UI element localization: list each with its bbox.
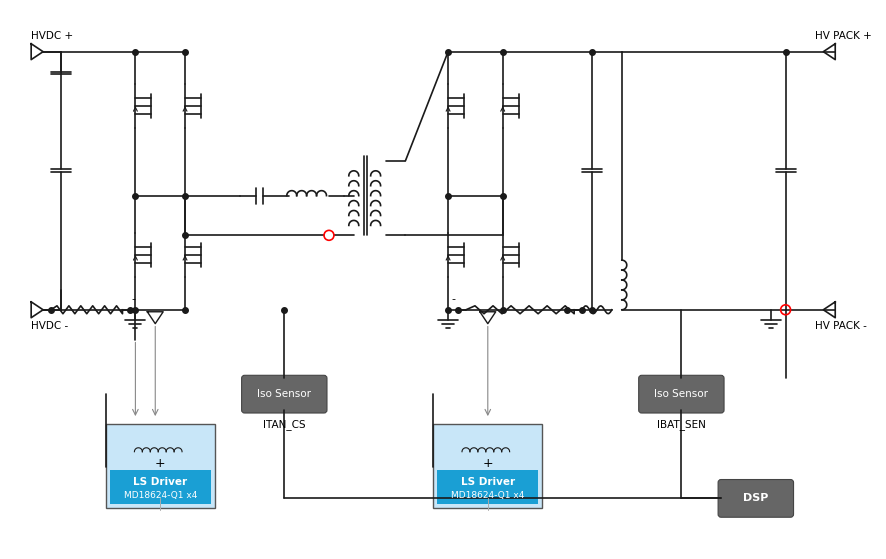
Text: LS Driver: LS Driver: [133, 477, 187, 487]
FancyBboxPatch shape: [105, 424, 214, 508]
Text: -: -: [131, 294, 136, 304]
Text: +: +: [483, 457, 494, 470]
FancyBboxPatch shape: [718, 480, 794, 517]
Text: HV PACK +: HV PACK +: [815, 31, 872, 41]
FancyBboxPatch shape: [437, 470, 539, 504]
Text: HVDC -: HVDC -: [31, 321, 68, 331]
Text: MD18624-Q1 x4: MD18624-Q1 x4: [123, 491, 197, 500]
Text: -: -: [451, 294, 455, 304]
Text: HVDC +: HVDC +: [31, 31, 74, 41]
FancyBboxPatch shape: [110, 470, 211, 504]
Text: +: +: [155, 457, 166, 470]
FancyBboxPatch shape: [242, 375, 327, 413]
Text: MD18624-Q1 x4: MD18624-Q1 x4: [451, 491, 525, 500]
Text: HV PACK -: HV PACK -: [815, 321, 867, 331]
Text: ITAN_CS: ITAN_CS: [263, 419, 306, 430]
FancyBboxPatch shape: [639, 375, 724, 413]
FancyBboxPatch shape: [433, 424, 542, 508]
Text: IBAT_SEN: IBAT_SEN: [657, 419, 706, 430]
Text: LS Driver: LS Driver: [461, 477, 515, 487]
Text: Iso Sensor: Iso Sensor: [655, 389, 709, 399]
Text: Iso Sensor: Iso Sensor: [257, 389, 311, 399]
Text: DSP: DSP: [743, 494, 768, 504]
